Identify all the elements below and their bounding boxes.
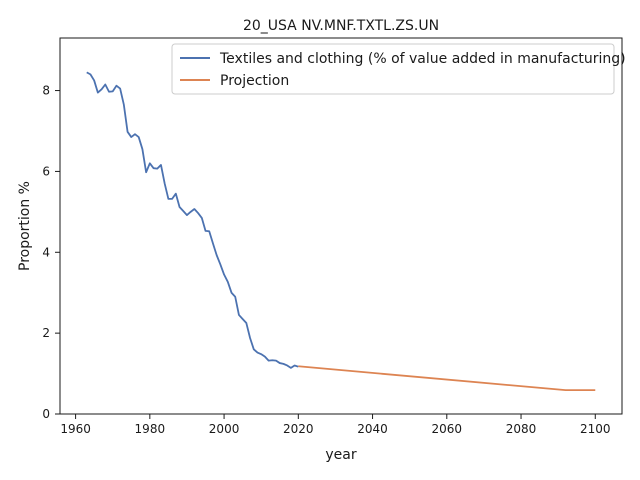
series-line-0	[86, 71, 299, 369]
x-tick-label: 1960	[60, 422, 91, 436]
y-tick-label: 0	[42, 407, 50, 421]
y-tick-label: 6	[42, 164, 50, 178]
x-tick-label: 2040	[357, 422, 388, 436]
plot-frame	[59, 37, 623, 415]
x-axis: 1960 1980 2000 2020 2040 2060 2080 2100	[60, 414, 611, 436]
y-axis: 0 2 4 6 8	[42, 84, 60, 421]
y-tick-label: 8	[42, 84, 50, 98]
x-tick-label: 2080	[506, 422, 537, 436]
y-tick-label: 4	[42, 245, 50, 259]
x-tick-label: 1980	[135, 422, 166, 436]
x-tick-label: 2000	[209, 422, 240, 436]
legend-label-series-1: Projection	[220, 73, 289, 89]
legend-box	[171, 43, 615, 95]
legend-label-series-0: Textiles and clothing (% of value added …	[219, 51, 626, 67]
y-tick-label: 2	[42, 326, 50, 340]
y-axis-label: Proportion %	[17, 181, 33, 271]
plot-lines	[86, 71, 596, 392]
chart-title: 20_USA NV.MNF.TXTL.ZS.UN	[243, 18, 439, 34]
x-tick-label: 2020	[283, 422, 314, 436]
x-tick-label: 2060	[432, 422, 463, 436]
legend: Textiles and clothing (% of value added …	[171, 43, 626, 95]
x-axis-label: year	[325, 447, 356, 463]
x-tick-label: 2100	[580, 422, 611, 436]
series-line-1	[298, 365, 596, 392]
